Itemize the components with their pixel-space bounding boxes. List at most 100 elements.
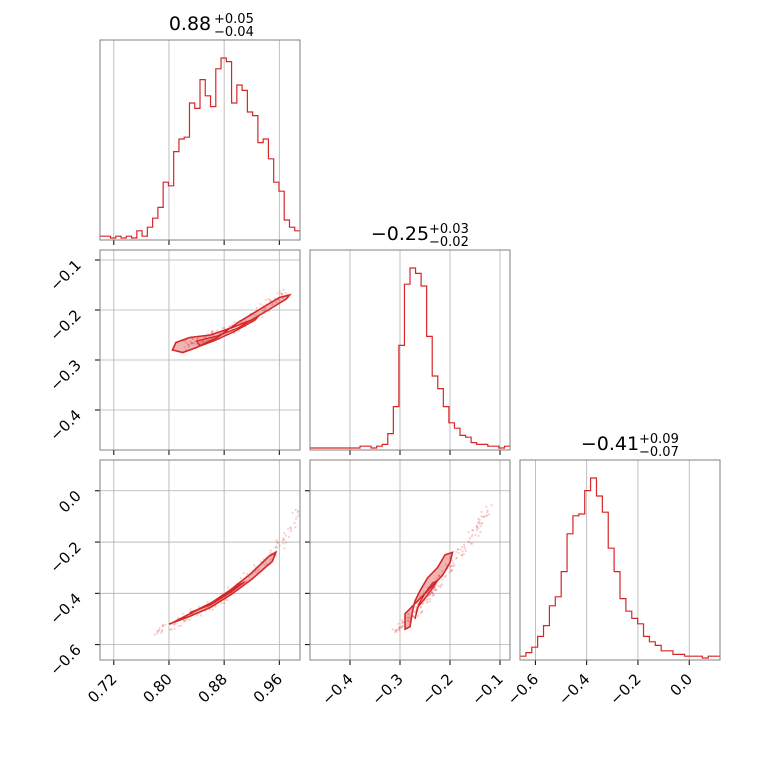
sample-point-1-0 <box>275 301 278 304</box>
sample-point-2-1 <box>439 585 442 589</box>
sample-point-2-1 <box>394 631 397 634</box>
sample-point-1-0 <box>191 338 195 341</box>
sample-point-2-1 <box>448 571 451 574</box>
xtick-label-1-1: −0.3 <box>368 670 406 708</box>
sample-point-2-0 <box>265 562 268 565</box>
sample-point-2-1 <box>401 621 404 625</box>
sample-point-2-1 <box>480 515 483 518</box>
sample-point-2-1 <box>457 551 460 555</box>
sample-point-2-0 <box>226 598 229 602</box>
sample-point-2-1 <box>397 627 401 630</box>
sample-point-2-1 <box>425 600 428 603</box>
sample-point-1-0 <box>202 336 206 339</box>
sample-point-2-1 <box>419 605 423 608</box>
sample-point-2-1 <box>475 525 479 528</box>
sample-point-2-1 <box>431 591 434 595</box>
sample-point-2-1 <box>432 592 435 596</box>
sample-point-2-0 <box>274 546 277 549</box>
sample-point-2-0 <box>177 624 180 628</box>
title-minus-0: −0.04 <box>214 25 254 40</box>
sample-point-2-1 <box>462 553 465 556</box>
sample-point-1-0 <box>228 325 231 328</box>
sample-point-1-0 <box>282 288 285 292</box>
title-2: −0.41 <box>581 433 639 455</box>
sample-point-2-1 <box>450 569 453 572</box>
sample-point-2-1 <box>398 629 401 632</box>
sample-point-2-1 <box>450 569 453 572</box>
sample-point-1-0 <box>233 321 236 324</box>
sample-point-2-0 <box>173 627 176 630</box>
sample-point-1-0 <box>254 314 257 317</box>
sample-point-2-1 <box>435 577 438 580</box>
sample-point-2-1 <box>434 586 437 590</box>
sample-point-2-0 <box>284 534 287 537</box>
sample-point-2-0 <box>196 614 199 617</box>
sample-point-2-1 <box>426 601 429 604</box>
xtick-label-0-0: 0.72 <box>84 670 120 706</box>
sample-point-2-1 <box>471 533 474 536</box>
sample-point-1-0 <box>263 309 266 312</box>
sample-point-2-1 <box>395 628 398 632</box>
sample-point-2-1 <box>438 574 441 578</box>
sample-point-2-1 <box>468 537 471 540</box>
panel-0-0: 0.88 +0.05−0.04 <box>99 12 301 245</box>
sample-point-2-0 <box>281 539 284 542</box>
sample-point-2-1 <box>456 548 459 551</box>
sample-point-2-0 <box>161 629 164 632</box>
sample-point-2-1 <box>405 616 408 619</box>
sample-point-1-0 <box>211 331 215 334</box>
sample-point-2-1 <box>395 629 398 632</box>
sample-point-1-0 <box>186 342 190 346</box>
histogram-2 <box>520 477 720 659</box>
sample-point-2-1 <box>430 591 433 594</box>
sample-point-2-0 <box>220 601 223 604</box>
contour-outer-2-1 <box>404 551 454 631</box>
sample-point-2-1 <box>490 503 493 507</box>
histogram-0 <box>100 57 300 239</box>
sample-point-2-0 <box>214 605 217 608</box>
sample-point-1-0 <box>264 306 267 310</box>
sample-point-2-1 <box>467 531 470 534</box>
sample-point-2-0 <box>160 629 164 632</box>
sample-point-2-1 <box>486 511 489 514</box>
sample-point-2-1 <box>432 594 435 597</box>
sample-point-1-0 <box>184 341 188 344</box>
sample-point-1-0 <box>237 329 240 332</box>
sample-point-2-0 <box>161 623 165 626</box>
sample-point-2-1 <box>400 626 403 629</box>
sample-point-2-1 <box>480 522 483 525</box>
sample-point-2-0 <box>289 526 292 529</box>
sample-point-2-1 <box>397 622 400 625</box>
ytick-label-2-1: −0.4 <box>46 589 84 627</box>
sample-point-1-0 <box>259 303 262 306</box>
sample-point-1-0 <box>261 309 265 312</box>
sample-point-2-1 <box>452 564 455 568</box>
panel-frame-0-0 <box>99 39 301 241</box>
sample-point-2-1 <box>443 575 447 578</box>
sample-point-2-1 <box>425 598 429 601</box>
sample-point-2-1 <box>476 521 480 524</box>
sample-point-2-0 <box>198 605 201 609</box>
sample-point-2-1 <box>398 626 401 629</box>
panel-2-1: −0.4 −0.3 −0.2 −0.1 <box>305 459 511 709</box>
sample-point-2-0 <box>157 629 160 632</box>
sample-point-2-0 <box>158 627 161 630</box>
sample-point-2-1 <box>471 529 475 532</box>
sample-point-2-1 <box>419 611 423 615</box>
sample-point-2-0 <box>164 623 167 626</box>
sample-point-1-0 <box>280 293 283 296</box>
histogram-1 <box>310 267 510 449</box>
xtick-label-0-2: 0.88 <box>195 670 231 706</box>
sample-point-2-1 <box>441 578 444 581</box>
sample-point-2-1 <box>459 548 462 552</box>
sample-point-2-1 <box>449 564 452 567</box>
sample-point-2-0 <box>169 628 172 631</box>
sample-point-2-0 <box>156 631 159 635</box>
title-plus-1: +0.03 <box>429 222 469 237</box>
panel-frame-2-1 <box>309 459 511 661</box>
sample-point-2-1 <box>457 548 460 551</box>
panel-frame-1-0 <box>99 249 301 451</box>
sample-point-2-0 <box>161 624 164 628</box>
sample-point-2-1 <box>478 518 481 522</box>
sample-point-2-1 <box>433 589 437 592</box>
